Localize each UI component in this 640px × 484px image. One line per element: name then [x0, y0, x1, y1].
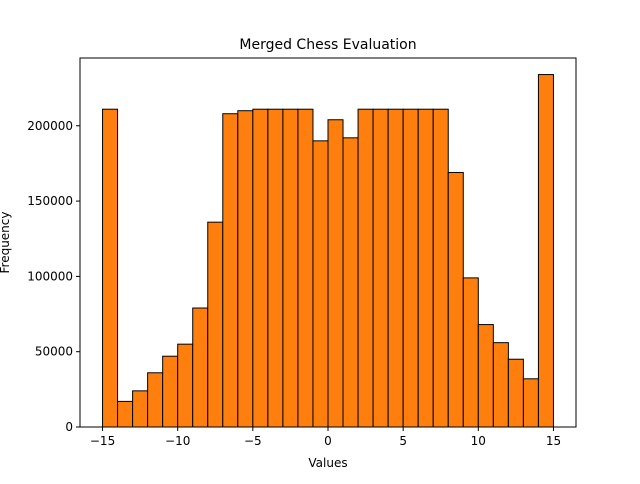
y-tick-label: 50000	[35, 345, 73, 359]
histogram-bar	[147, 372, 164, 428]
x-tick-label: −5	[244, 434, 262, 448]
x-tick-label: −10	[165, 434, 190, 448]
chart-title: Merged Chess Evaluation	[239, 37, 416, 53]
histogram-bar	[402, 108, 419, 428]
y-tick-label: 200000	[27, 119, 73, 133]
histogram-bar	[372, 108, 389, 428]
histogram-bar	[312, 140, 329, 428]
histogram-bar	[462, 277, 479, 428]
histogram-bar	[432, 108, 449, 428]
histogram-bar	[207, 221, 224, 428]
histogram-bar	[357, 108, 374, 428]
y-axis-label: Frequency	[0, 212, 12, 274]
x-tick-label: 15	[546, 434, 561, 448]
histogram-bar	[492, 342, 509, 428]
histogram-bar	[177, 343, 194, 428]
x-axis-ticks: −15 −10 −5 0 5 10 15	[90, 427, 561, 448]
histogram-bar	[477, 324, 494, 428]
histogram-bar	[297, 108, 314, 428]
histogram-bar	[132, 390, 149, 428]
histogram-bar	[102, 108, 119, 428]
histogram-bar	[282, 108, 299, 428]
x-tick-label: 10	[471, 434, 486, 448]
x-tick-label: 5	[399, 434, 407, 448]
histogram-bar	[507, 358, 524, 428]
histogram-bar	[117, 400, 134, 428]
histogram-bar	[447, 171, 464, 428]
y-tick-label: 150000	[27, 194, 73, 208]
bars	[102, 74, 554, 428]
y-tick-label: 100000	[27, 269, 73, 283]
histogram-bar	[342, 137, 359, 428]
y-tick-label: 0	[65, 420, 73, 434]
histogram-bar	[522, 378, 539, 428]
y-axis-ticks: 0 50000 100000 150000 200000	[27, 119, 80, 434]
x-tick-label: −15	[90, 434, 115, 448]
x-axis-label: Values	[308, 456, 347, 470]
histogram-bar	[537, 74, 554, 428]
histogram-bar	[417, 108, 434, 428]
histogram-bar	[267, 108, 284, 428]
histogram-bar	[387, 108, 404, 428]
histogram-bar	[252, 108, 269, 428]
histogram-bar	[327, 119, 344, 428]
histogram-bar	[222, 113, 239, 428]
histogram-bar	[237, 110, 254, 428]
histogram-bar	[162, 355, 179, 428]
x-tick-label: 0	[324, 434, 332, 448]
histogram-bar	[192, 307, 209, 428]
